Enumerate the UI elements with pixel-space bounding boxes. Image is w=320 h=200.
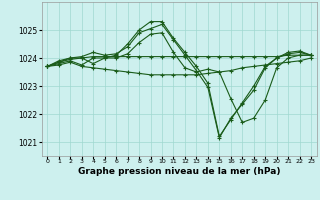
X-axis label: Graphe pression niveau de la mer (hPa): Graphe pression niveau de la mer (hPa) [78, 167, 280, 176]
